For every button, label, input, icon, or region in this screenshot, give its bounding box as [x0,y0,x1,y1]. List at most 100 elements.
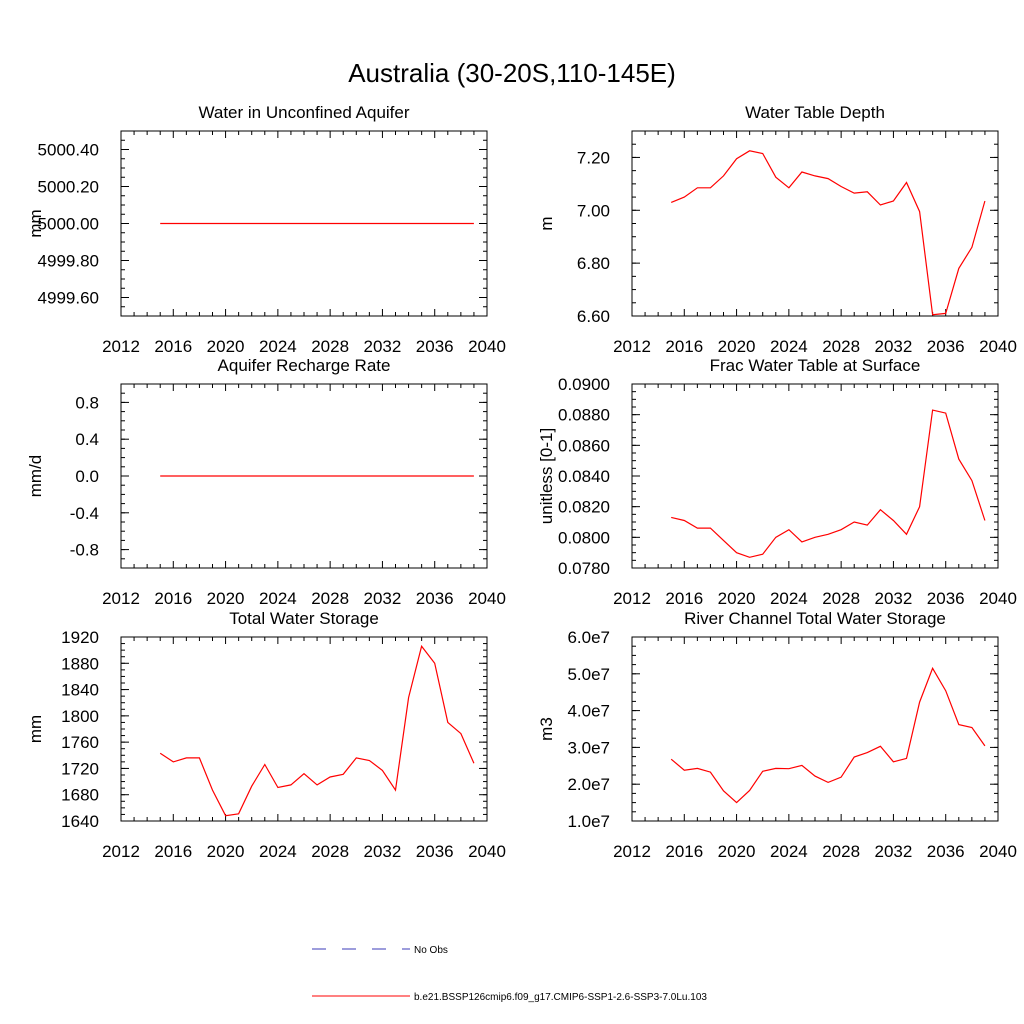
y-tick-label: 1840 [61,681,99,700]
y-tick-label: 0.0840 [558,467,610,486]
y-tick-label: 5000.20 [38,178,99,197]
x-tick-label: 2012 [102,589,140,608]
x-tick-label: 2024 [770,842,808,861]
y-tick-label: 0.0800 [558,528,610,547]
panel-title: Water in Unconfined Aquifer [198,103,409,122]
x-tick-label: 2036 [416,337,454,356]
x-tick-label: 2012 [613,589,651,608]
x-tick-label: 2024 [770,337,808,356]
y-axis-label: m3 [537,717,556,741]
panel-title: Aquifer Recharge Rate [218,356,391,375]
x-tick-label: 2036 [416,842,454,861]
x-tick-label: 2016 [665,337,703,356]
y-tick-label: 2.0e7 [567,775,610,794]
x-tick-label: 2012 [613,337,651,356]
y-tick-label: 3.0e7 [567,738,610,757]
x-tick-label: 2024 [259,842,297,861]
series-line [670,666,986,804]
x-tick-label: 2016 [154,337,192,356]
x-tick-label: 2020 [207,337,245,356]
figure-title: Australia (30-20S,110-145E) [348,58,676,88]
chart-panel-5: Total Water Storage mm 2012 2016 2020 2024 202… [26,609,506,861]
legend: No Obs b.e21.BSSP126cmip6.f09_g17.CMIP6-… [312,945,707,1003]
panel-title: Total Water Storage [229,609,379,628]
panels: Water in Unconfined Aquifer mm 2012 2016 202… [26,103,1017,861]
x-tick-label: 2036 [927,589,965,608]
x-tick-label: 2020 [207,589,245,608]
y-tick-label: 0.0780 [558,559,610,578]
x-tick-label: 2016 [665,589,703,608]
x-tick-label: 2036 [927,337,965,356]
x-tick-label: 2032 [364,589,402,608]
x-tick-label: 2032 [875,589,913,608]
x-tick-label: 2020 [718,589,756,608]
x-tick-label: 2016 [154,589,192,608]
x-tick-label: 2024 [770,589,808,608]
y-tick-label: 0.8 [75,393,99,412]
y-tick-label: 1680 [61,786,99,805]
y-axis-label: mm [26,715,45,743]
chart-panel-3: Aquifer Recharge Rate mm/d 2012 2016 2020 202… [26,356,506,608]
legend-obs-label: No Obs [414,945,448,956]
y-tick-label: 0.0860 [558,436,610,455]
x-tick-label: 2032 [364,337,402,356]
x-tick-label: 2028 [311,337,349,356]
y-tick-label: 0.0880 [558,406,610,425]
x-tick-label: 2024 [259,337,297,356]
plot-frame [631,383,999,569]
x-tick-label: 2028 [311,589,349,608]
y-tick-label: 5000.00 [38,215,99,234]
x-tick-label: 2032 [875,337,913,356]
x-tick-label: 2040 [468,842,506,861]
y-tick-label: 1880 [61,654,99,673]
y-tick-label: 0.4 [75,430,99,449]
y-tick-label: -0.4 [70,504,99,523]
panel-title: Frac Water Table at Surface [710,356,921,375]
y-tick-label: 1760 [61,733,99,752]
x-tick-label: 2016 [154,842,192,861]
y-tick-label: 1800 [61,707,99,726]
y-tick-label: 7.20 [577,148,610,167]
y-tick-label: 4999.80 [38,252,99,271]
y-tick-label: 4999.60 [38,289,99,308]
y-axis-label: mm [26,209,45,237]
x-tick-label: 2040 [979,842,1017,861]
y-tick-label: 5000.40 [38,141,99,160]
plot-frame [631,130,999,317]
x-tick-label: 2040 [979,589,1017,608]
x-tick-label: 2024 [259,589,297,608]
y-tick-label: 1640 [61,812,99,831]
y-tick-label: 4.0e7 [567,702,610,721]
y-tick-label: 7.00 [577,201,610,220]
y-tick-label: 6.0e7 [567,628,610,647]
y-tick-label: 1.0e7 [567,812,610,831]
y-tick-label: -0.8 [70,541,99,560]
x-tick-label: 2020 [207,842,245,861]
x-tick-label: 2016 [665,842,703,861]
y-axis-label: mm/d [26,455,45,498]
y-tick-label: 5.0e7 [567,665,610,684]
panel-title: River Channel Total Water Storage [684,609,946,628]
y-tick-label: 1720 [61,759,99,778]
y-tick-label: 0.0 [75,467,99,486]
chart-panel-1: Water in Unconfined Aquifer mm 2012 2016 202… [26,103,506,356]
series-line [671,409,986,558]
y-axis-label: unitless [0-1] [537,428,556,524]
x-tick-label: 2040 [468,589,506,608]
x-tick-label: 2012 [102,337,140,356]
x-tick-label: 2020 [718,842,756,861]
panel-title: Water Table Depth [745,103,885,122]
plot-frame [631,636,999,822]
x-tick-label: 2028 [822,337,860,356]
x-tick-label: 2036 [927,842,965,861]
y-tick-label: 6.60 [577,307,610,326]
y-tick-label: 0.0820 [558,498,610,517]
y-axis-label: m [537,216,556,230]
x-tick-label: 2032 [875,842,913,861]
y-tick-label: 1920 [61,628,99,647]
x-tick-label: 2020 [718,337,756,356]
x-tick-label: 2028 [311,842,349,861]
x-tick-label: 2012 [102,842,140,861]
